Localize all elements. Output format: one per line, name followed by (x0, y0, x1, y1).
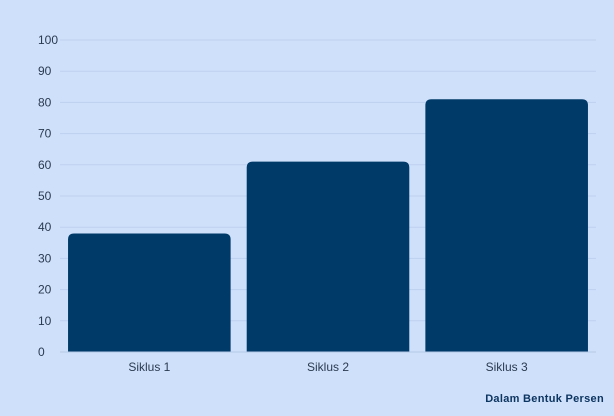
y-tick-label: 100 (38, 33, 58, 47)
bars (68, 99, 588, 352)
bar-siklus-1 (68, 233, 231, 352)
y-axis-ticks: 0 10 20 30 40 50 60 70 80 90 100 (38, 33, 58, 359)
y-tick-label: 50 (38, 189, 52, 203)
x-category-label: Siklus 2 (307, 360, 349, 374)
y-tick-label: 20 (38, 283, 52, 297)
bar-siklus-2 (246, 161, 410, 352)
y-tick-label: 10 (38, 314, 52, 328)
y-tick-label: 80 (38, 95, 52, 109)
y-tick-label: 70 (38, 127, 52, 141)
y-tick-label: 40 (38, 220, 52, 234)
unit-note: Dalam Bentuk Persen (485, 393, 604, 405)
x-axis-labels: Siklus 1 Siklus 2 Siklus 3 (128, 360, 528, 374)
y-tick-label: 60 (38, 158, 52, 172)
y-tick-label: 0 (38, 345, 45, 359)
x-category-label: Siklus 3 (486, 360, 528, 374)
x-category-label: Siklus 1 (128, 360, 170, 374)
bar-siklus-3 (425, 99, 588, 352)
y-tick-label: 30 (38, 251, 52, 265)
y-tick-label: 90 (38, 64, 52, 78)
